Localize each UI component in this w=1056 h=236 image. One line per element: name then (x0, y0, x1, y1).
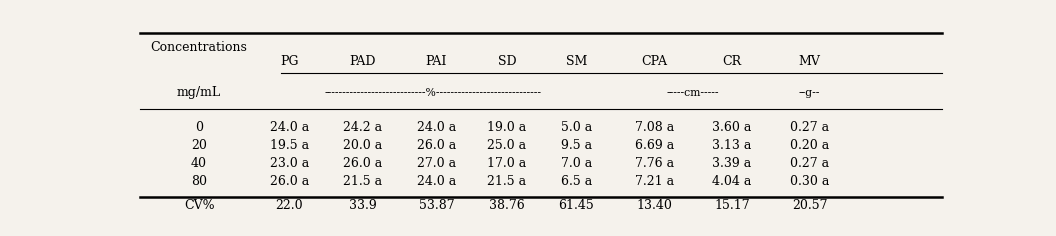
Text: SD: SD (497, 55, 516, 68)
Text: mg/mL: mg/mL (177, 86, 221, 99)
Text: 25.0 a: 25.0 a (487, 139, 526, 152)
Text: 4.04 a: 4.04 a (712, 175, 752, 188)
Text: 19.0 a: 19.0 a (487, 121, 527, 134)
Text: 24.0 a: 24.0 a (417, 121, 456, 134)
Text: 17.0 a: 17.0 a (487, 157, 527, 170)
Text: 3.60 a: 3.60 a (712, 121, 752, 134)
Text: 26.0 a: 26.0 a (269, 175, 308, 188)
Text: 21.5 a: 21.5 a (487, 175, 526, 188)
Text: CV%: CV% (184, 199, 214, 212)
Text: 21.5 a: 21.5 a (343, 175, 382, 188)
Text: 7.21 a: 7.21 a (635, 175, 674, 188)
Text: 0.27 a: 0.27 a (790, 157, 829, 170)
Text: CR: CR (722, 55, 741, 68)
Text: 40: 40 (191, 157, 207, 170)
Text: 7.08 a: 7.08 a (635, 121, 674, 134)
Text: 33.9: 33.9 (348, 199, 377, 212)
Text: 24.2 a: 24.2 a (343, 121, 382, 134)
Text: PAI: PAI (426, 55, 447, 68)
Text: 3.39 a: 3.39 a (712, 157, 752, 170)
Text: 19.5 a: 19.5 a (269, 139, 308, 152)
Text: 0.30 a: 0.30 a (790, 175, 829, 188)
Text: MV: MV (798, 55, 821, 68)
Text: PG: PG (280, 55, 299, 68)
Text: 20.0 a: 20.0 a (343, 139, 382, 152)
Text: 20.57: 20.57 (792, 199, 828, 212)
Text: 0.27 a: 0.27 a (790, 121, 829, 134)
Text: Concentrations: Concentrations (151, 41, 247, 54)
Text: 7.76 a: 7.76 a (635, 157, 674, 170)
Text: -----cm-----: -----cm----- (666, 88, 719, 98)
Text: 15.17: 15.17 (714, 199, 750, 212)
Text: 24.0 a: 24.0 a (269, 121, 308, 134)
Text: ----------------------------%-----------------------------: ----------------------------%-----------… (324, 88, 542, 98)
Text: 13.40: 13.40 (636, 199, 672, 212)
Text: --g--: --g-- (799, 88, 821, 98)
Text: 9.5 a: 9.5 a (561, 139, 592, 152)
Text: CPA: CPA (641, 55, 667, 68)
Text: 0.20 a: 0.20 a (790, 139, 829, 152)
Text: 53.87: 53.87 (418, 199, 454, 212)
Text: 0: 0 (195, 121, 203, 134)
Text: 3.13 a: 3.13 a (712, 139, 752, 152)
Text: 80: 80 (191, 175, 207, 188)
Text: 24.0 a: 24.0 a (417, 175, 456, 188)
Text: 6.69 a: 6.69 a (635, 139, 674, 152)
Text: 20: 20 (191, 139, 207, 152)
Text: 6.5 a: 6.5 a (561, 175, 592, 188)
Text: 22.0: 22.0 (276, 199, 303, 212)
Text: 27.0 a: 27.0 a (417, 157, 456, 170)
Text: SM: SM (566, 55, 587, 68)
Text: 23.0 a: 23.0 a (269, 157, 308, 170)
Text: 5.0 a: 5.0 a (561, 121, 592, 134)
Text: PAD: PAD (350, 55, 376, 68)
Text: 7.0 a: 7.0 a (561, 157, 592, 170)
Text: 26.0 a: 26.0 a (417, 139, 456, 152)
Text: 38.76: 38.76 (489, 199, 525, 212)
Text: 26.0 a: 26.0 a (343, 157, 382, 170)
Text: 61.45: 61.45 (559, 199, 595, 212)
